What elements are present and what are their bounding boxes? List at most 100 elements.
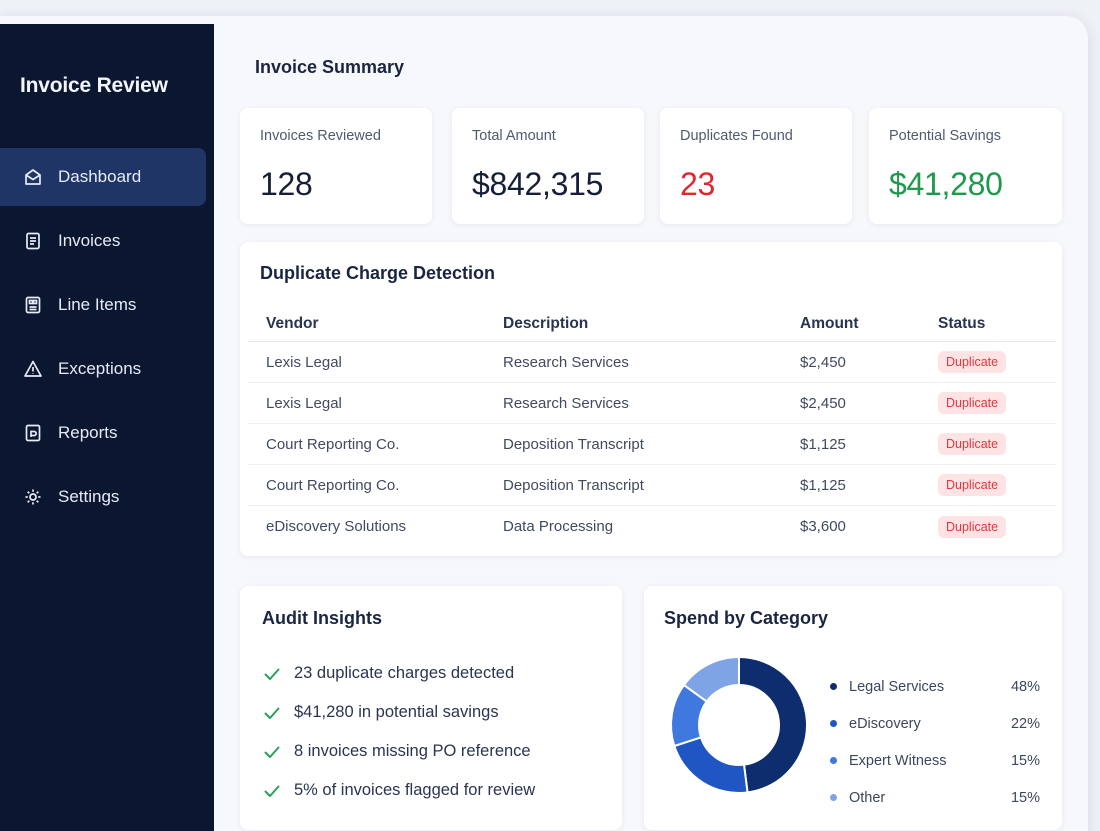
vendor-cell: Lexis Legal (266, 353, 342, 371)
sidebar-item-label: Dashboard (58, 167, 142, 186)
legend-label: Other (849, 789, 886, 806)
description-cell: Deposition Transcript (503, 476, 644, 494)
receipt-icon (22, 294, 44, 316)
status-cell: Duplicate (918, 515, 1048, 538)
section-title: Duplicate Charge Detection (260, 263, 496, 283)
sidebar-item-label: Reports (58, 423, 118, 442)
amount-cell: $2,450 (800, 394, 846, 412)
donut-slice-other[interactable] (682, 655, 740, 703)
sidebar-item-dashboard[interactable]: Dashboard (0, 148, 206, 206)
insight-text: $41,280 in potential savings (294, 703, 499, 721)
stat-value: 128 (260, 166, 313, 202)
legend-item: eDiscovery 22% (830, 705, 1050, 742)
donut-chart (664, 650, 814, 800)
legend-dot (830, 720, 837, 727)
status-badge: Duplicate (938, 351, 1007, 373)
status-badge: Duplicate (938, 515, 1007, 538)
vendor-cell: Lexis Legal (266, 394, 342, 412)
check-icon (264, 785, 280, 797)
stat-value: $842,315 (472, 166, 604, 202)
column-header[interactable]: Vendor (266, 314, 319, 332)
sidebar: Invoice Review Dashboard Invoices Line I… (0, 24, 214, 831)
list-item: $41,280 in potential savings (262, 693, 535, 732)
sidebar-item-label: Invoices (58, 231, 121, 250)
legend-item: Legal Services 48% (830, 668, 1050, 705)
audit-insights-panel: Audit Insights 23 duplicate charges dete… (240, 586, 622, 830)
vendor-cell: eDiscovery Solutions (266, 518, 407, 535)
amount-cell: $2,450 (800, 353, 846, 371)
chart-legend: Legal Services 48% eDiscovery 22% Expert… (830, 668, 1050, 816)
list-item: 5% of invoices flagged for review (262, 771, 535, 810)
insight-text: 23 duplicate charges detected (294, 664, 515, 682)
legend-label: Legal Services (849, 678, 945, 695)
table-row[interactable]: Court Reporting Co. Deposition Transcrip… (248, 424, 1056, 465)
column-header[interactable]: Status (938, 314, 986, 332)
warning-icon (22, 358, 44, 380)
table-row[interactable]: eDiscovery Solutions Data Processing $3,… (248, 506, 1056, 547)
table-row[interactable]: Court Reporting Co. Deposition Transcrip… (248, 465, 1056, 506)
section-title: Spend by Category (664, 608, 829, 628)
status-cell: Duplicate (918, 433, 1048, 455)
legend-percent: 48% (1010, 678, 1040, 695)
stat-card-total-amount: Total Amount $842,315 (452, 108, 644, 224)
insights-list: 23 duplicate charges detected $41,280 in… (262, 654, 535, 810)
description-cell: Deposition Transcript (503, 435, 644, 453)
amount-cell: $3,600 (800, 518, 846, 535)
legend-percent: 15% (1010, 752, 1040, 769)
status-badge: Duplicate (938, 433, 1007, 455)
legend-dot (830, 794, 837, 801)
stat-label: Duplicates Found (680, 128, 793, 144)
legend-dot (830, 683, 837, 690)
legend-dot (830, 757, 837, 764)
spend-by-category-panel: Spend by Category Legal Services 48% eDi… (644, 586, 1062, 830)
legend-item: Other 15% (830, 779, 1050, 816)
page-title: Invoice Summary (255, 57, 405, 77)
legend-percent: 15% (1010, 789, 1040, 806)
stat-card-duplicates-found: Duplicates Found 23 (660, 108, 852, 224)
status-badge: Duplicate (938, 474, 1007, 496)
table-row[interactable]: Lexis Legal Research Services $2,450 Dup… (248, 383, 1056, 424)
sidebar-item-invoices[interactable]: Invoices (0, 212, 206, 270)
legend-percent: 22% (1010, 715, 1040, 732)
donut-chart-svg (670, 655, 808, 794)
stat-label: Invoices Reviewed (260, 128, 381, 144)
amount-cell: $1,125 (800, 435, 846, 453)
donut-slice-legal-services[interactable] (738, 655, 808, 794)
description-cell: Data Processing (503, 518, 614, 535)
check-icon (264, 707, 280, 719)
app-window: Invoice Review Dashboard Invoices Line I… (0, 16, 1088, 831)
legend-label: Expert Witness (849, 752, 947, 769)
main-content: Invoice Summary Invoices Reviewed 128 To… (214, 24, 1088, 831)
app-title: Invoice Review (20, 74, 168, 97)
vendor-cell: Court Reporting Co. (266, 435, 400, 453)
donut-slice-ediscovery[interactable] (673, 736, 749, 794)
duplicate-detection-panel: Duplicate Charge Detection Vendor Descri… (240, 242, 1062, 556)
sidebar-item-settings[interactable]: Settings (0, 468, 206, 526)
sidebar-item-reports[interactable]: Reports (0, 404, 206, 462)
insight-text: 8 invoices missing PO reference (294, 742, 531, 760)
sidebar-item-exceptions[interactable]: Exceptions (0, 340, 206, 398)
status-cell: Duplicate (918, 474, 1048, 496)
vendor-cell: Court Reporting Co. (266, 476, 400, 494)
legend-item: Expert Witness 15% (830, 742, 1050, 779)
amount-cell: $1,125 (800, 476, 846, 494)
sidebar-item-label: Exceptions (58, 359, 142, 378)
table-row[interactable]: Lexis Legal Research Services $2,450 Dup… (248, 342, 1056, 383)
check-icon (264, 746, 280, 758)
sidebar-item-line-items[interactable]: Line Items (0, 276, 206, 334)
stat-card-potential-savings: Potential Savings $41,280 (869, 108, 1062, 224)
stat-value: $41,280 (889, 166, 1003, 202)
list-item: 8 invoices missing PO reference (262, 732, 535, 771)
legend-label: eDiscovery (849, 715, 921, 732)
status-cell: Duplicate (918, 392, 1048, 414)
description-cell: Research Services (503, 394, 629, 412)
document-icon (22, 230, 44, 252)
column-header[interactable]: Amount (800, 314, 859, 332)
status-badge: Duplicate (938, 392, 1007, 414)
duplicates-table: Vendor Description Amount Status Lexis L… (248, 306, 1056, 547)
sidebar-nav: Dashboard Invoices Line Items Exceptions (0, 148, 214, 532)
stat-value: 23 (680, 166, 715, 202)
section-title: Audit Insights (262, 608, 382, 628)
sidebar-item-label: Line Items (58, 295, 137, 314)
column-header[interactable]: Description (503, 314, 589, 332)
